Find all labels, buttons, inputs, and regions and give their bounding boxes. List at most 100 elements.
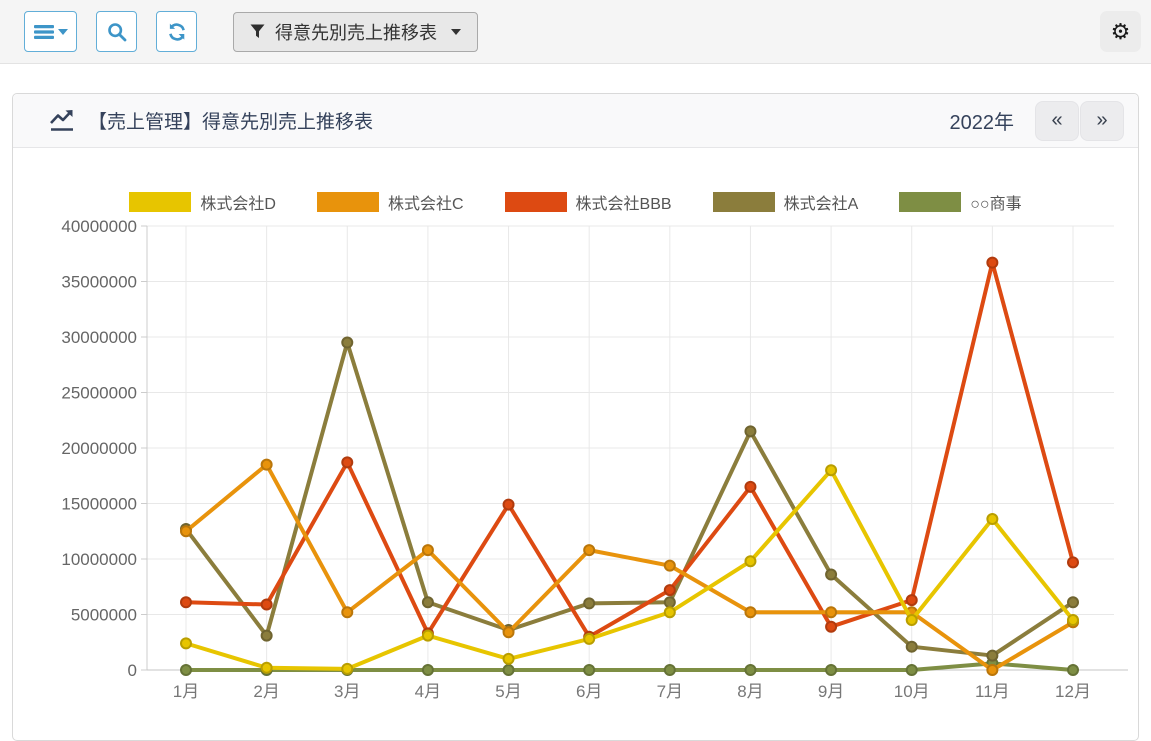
data-point[interactable] bbox=[825, 620, 838, 633]
series-line-3 bbox=[184, 340, 1075, 658]
data-point[interactable] bbox=[986, 513, 999, 526]
legend-item-1[interactable]: 株式会社C bbox=[316, 190, 464, 214]
next-year-button[interactable]: » bbox=[1080, 100, 1124, 141]
search-button[interactable] bbox=[96, 11, 137, 52]
y-tick-label: 0 bbox=[128, 661, 137, 680]
data-point[interactable] bbox=[180, 596, 192, 609]
series-line-2 bbox=[184, 260, 1075, 639]
series-line-0 bbox=[184, 468, 1075, 671]
x-tick-label: 10月 bbox=[894, 682, 930, 701]
legend-item-3[interactable]: 株式会社A bbox=[712, 190, 859, 214]
legend-swatch bbox=[316, 192, 379, 212]
y-tick-label: 20000000 bbox=[61, 439, 137, 458]
data-point[interactable] bbox=[663, 606, 676, 619]
data-point[interactable] bbox=[663, 664, 676, 676]
chart-area: 株式会社D 株式会社C 株式会社BBB 株式会社A ○○商事 0 5000000 10000… bbox=[13, 148, 1138, 740]
gear-icon: ⚙ bbox=[1110, 19, 1131, 44]
data-point[interactable] bbox=[421, 664, 434, 676]
y-tick-label: 15000000 bbox=[61, 495, 137, 514]
legend-item-4[interactable]: ○○商事 bbox=[899, 190, 1022, 214]
data-point[interactable] bbox=[905, 664, 918, 676]
data-point[interactable] bbox=[986, 664, 999, 676]
data-point[interactable] bbox=[744, 555, 757, 568]
legend-item-0[interactable]: 株式会社D bbox=[129, 190, 276, 214]
legend-swatch bbox=[504, 192, 567, 212]
data-point[interactable] bbox=[583, 632, 596, 645]
data-point[interactable] bbox=[502, 652, 515, 665]
x-tick-label: 11月 bbox=[975, 682, 1010, 701]
x-tick-label: 6月 bbox=[576, 682, 602, 701]
legend-swatch bbox=[129, 192, 192, 212]
chevron-down-icon bbox=[57, 28, 68, 35]
legend-label: 株式会社D bbox=[200, 196, 276, 213]
data-point[interactable] bbox=[341, 456, 354, 469]
data-point[interactable] bbox=[502, 664, 515, 676]
y-tick-label: 40000000 bbox=[61, 217, 137, 236]
data-point[interactable] bbox=[905, 594, 918, 607]
data-point[interactable] bbox=[825, 568, 838, 581]
data-point[interactable] bbox=[260, 629, 273, 642]
y-tick-label: 30000000 bbox=[61, 328, 137, 347]
data-point[interactable] bbox=[744, 664, 757, 676]
settings-button[interactable]: ⚙ bbox=[1100, 11, 1141, 52]
data-point[interactable] bbox=[663, 596, 676, 609]
x-tick-label: 12月 bbox=[1055, 682, 1091, 701]
data-point[interactable] bbox=[341, 336, 354, 349]
sales-line-chart: 0 5000000 10000000 15000000 20000000 25000000… bbox=[61, 217, 1128, 701]
report-selector-button[interactable]: 得意先別売上推移表 bbox=[233, 11, 478, 52]
data-point[interactable] bbox=[260, 661, 273, 674]
data-point[interactable] bbox=[260, 458, 273, 471]
year-label: 2022年 bbox=[949, 112, 1015, 134]
legend-label: 株式会社A bbox=[783, 196, 859, 213]
prev-year-button[interactable]: « bbox=[1035, 100, 1079, 141]
data-point[interactable] bbox=[502, 498, 515, 511]
data-point[interactable] bbox=[341, 606, 354, 619]
data-point[interactable] bbox=[421, 544, 434, 557]
data-point[interactable] bbox=[583, 597, 596, 610]
filter-funnel-icon bbox=[250, 24, 265, 38]
legend-swatch bbox=[899, 192, 962, 212]
chevron-down-icon bbox=[451, 28, 461, 35]
data-point[interactable] bbox=[583, 664, 596, 676]
data-point[interactable] bbox=[421, 596, 434, 609]
data-point[interactable] bbox=[180, 637, 192, 650]
data-point[interactable] bbox=[905, 640, 918, 653]
page-title: 【売上管理】得意先別売上推移表 bbox=[49, 107, 373, 134]
page-title-text: 【売上管理】得意先別売上推移表 bbox=[88, 112, 374, 133]
panel-header: 【売上管理】得意先別売上推移表 2022年 « » bbox=[13, 94, 1138, 148]
data-point[interactable] bbox=[744, 425, 757, 438]
refresh-button[interactable] bbox=[156, 11, 197, 52]
data-point[interactable] bbox=[663, 584, 676, 597]
data-point[interactable] bbox=[825, 464, 838, 477]
data-point[interactable] bbox=[260, 598, 273, 611]
y-tick-label: 25000000 bbox=[61, 384, 137, 403]
data-point[interactable] bbox=[1067, 556, 1079, 569]
y-tick-label: 10000000 bbox=[61, 550, 137, 569]
main-menu-button[interactable] bbox=[24, 11, 77, 52]
data-point[interactable] bbox=[1067, 664, 1079, 676]
hamburger-icon bbox=[33, 24, 54, 39]
data-point[interactable] bbox=[1067, 596, 1079, 609]
data-point[interactable] bbox=[744, 480, 757, 493]
legend-item-2[interactable]: 株式会社BBB bbox=[504, 190, 672, 214]
x-tick-label: 4月 bbox=[415, 682, 441, 701]
data-point[interactable] bbox=[744, 606, 757, 619]
data-point[interactable] bbox=[341, 662, 354, 675]
data-point[interactable] bbox=[180, 525, 192, 538]
data-point[interactable] bbox=[421, 629, 434, 642]
x-tick-label: 9月 bbox=[818, 682, 844, 701]
data-point[interactable] bbox=[502, 626, 515, 639]
y-tick-label: 5000000 bbox=[71, 606, 137, 625]
data-point[interactable] bbox=[583, 544, 596, 557]
data-point[interactable] bbox=[905, 614, 918, 627]
data-point[interactable] bbox=[986, 256, 999, 269]
data-point[interactable] bbox=[1067, 614, 1079, 627]
top-toolbar: 得意先別売上推移表 ⚙ bbox=[0, 0, 1151, 64]
data-point[interactable] bbox=[986, 649, 999, 662]
x-tick-label: 8月 bbox=[737, 682, 763, 701]
x-tick-label: 3月 bbox=[334, 682, 360, 701]
data-point[interactable] bbox=[825, 606, 838, 619]
data-point[interactable] bbox=[825, 664, 838, 676]
data-point[interactable] bbox=[180, 664, 192, 676]
data-point[interactable] bbox=[663, 559, 676, 572]
